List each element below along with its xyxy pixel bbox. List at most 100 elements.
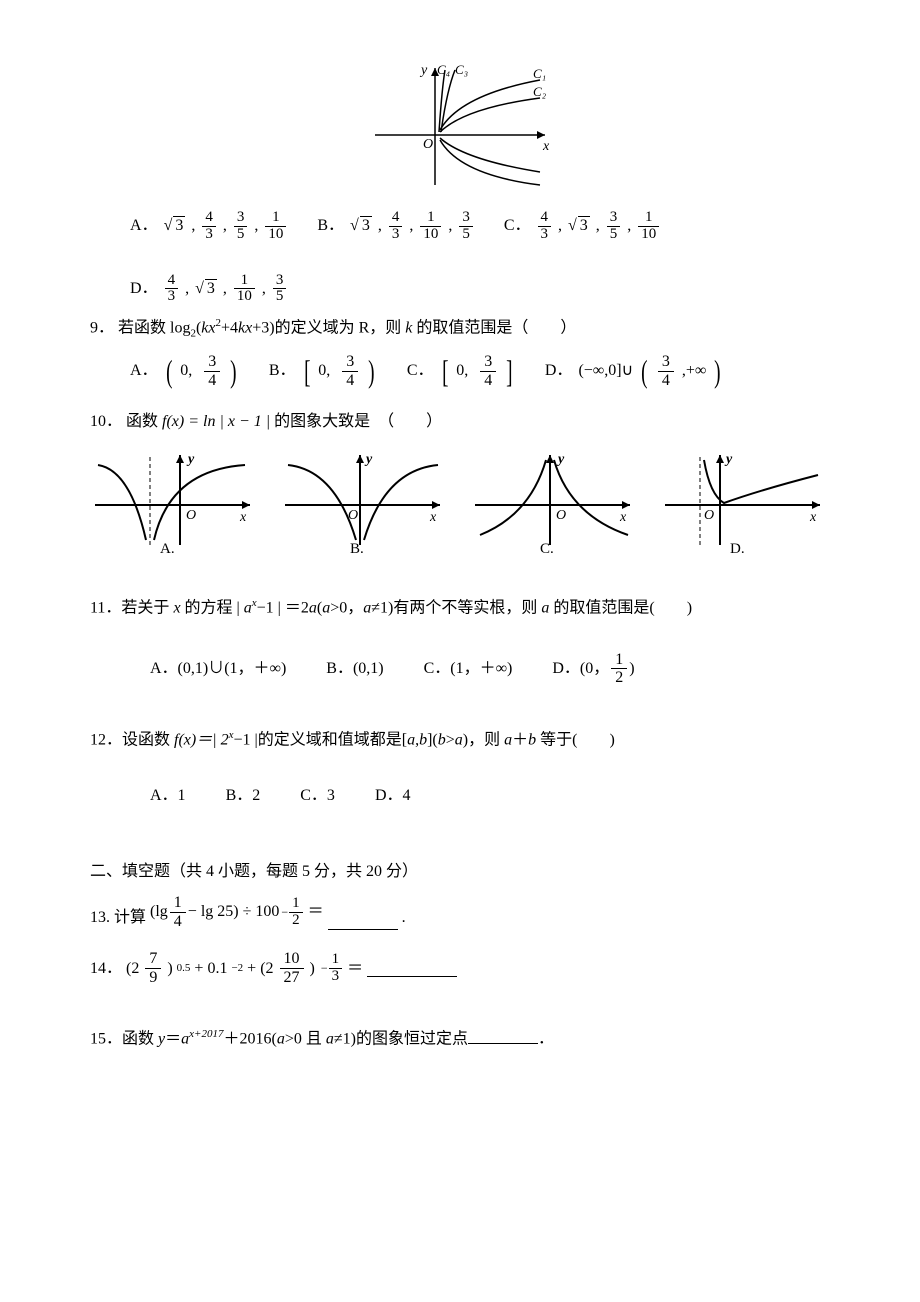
q13-eb: 2 xyxy=(289,913,303,929)
q9-mid: +4 xyxy=(221,319,238,336)
svg-text:O: O xyxy=(186,508,196,523)
q11-a: a xyxy=(244,599,252,616)
q8-opt-d: D． 43, √3, 110, 35 xyxy=(130,273,287,306)
q13-per: . xyxy=(402,905,406,931)
q13-et: 1 xyxy=(289,896,303,913)
q11-number: 11． xyxy=(90,599,121,616)
q10-label-b: B. xyxy=(350,541,364,555)
q11-t3: −1 | ＝2 xyxy=(257,599,309,616)
q14-pl2: + (2 xyxy=(247,956,273,982)
q15-eq: ＝ xyxy=(165,1031,181,1048)
q13-mid: − lg 25) ÷ 100 xyxy=(188,899,280,925)
q11-opt-c: C．(1，＋∞) xyxy=(424,656,513,682)
svg-text:O: O xyxy=(423,137,433,152)
svg-text:x: x xyxy=(619,510,627,525)
svg-text:x: x xyxy=(429,510,437,525)
q11-t7: 的取值范围是( ) xyxy=(549,599,692,616)
q9a-num: 3 xyxy=(204,353,220,372)
svg-text:O: O xyxy=(556,508,566,523)
q8-opt-a: A． √3, 43, 35, 110 xyxy=(130,210,287,243)
q13-f1t: 1 xyxy=(170,894,186,913)
q9-end: 的取值范围是（ ） xyxy=(412,319,576,336)
q13-expression: (lg 14 − lg 25) ÷ 100 −12 ＝ xyxy=(150,894,324,930)
q12-b3: b xyxy=(528,731,536,748)
q12-b: b xyxy=(419,731,427,748)
q13-eq: ＝ xyxy=(308,899,324,925)
q12-a: a xyxy=(407,731,415,748)
q14-f2b: 27 xyxy=(280,969,304,987)
q11d-suf: ) xyxy=(629,660,634,677)
svg-text:x: x xyxy=(542,139,550,154)
svg-text:y: y xyxy=(724,452,733,467)
q9-stem: 9． 若函数 log2(kx2+4kx+3)的定义域为 R，则 k 的取值范围是… xyxy=(90,315,830,343)
q9d-pre: (−∞,0]∪ xyxy=(578,358,633,384)
q15-number: 15． xyxy=(90,1031,122,1048)
q12-t5: 等于( ) xyxy=(536,731,615,748)
section-2-title: 二、填空题（共 4 小题，每题 5 分，共 20 分） xyxy=(90,859,830,885)
q11-a2: a xyxy=(309,599,317,616)
q12-t1: 设函数 xyxy=(122,731,174,748)
q11-opt-a: A．(0,1)∪(1，＋∞) xyxy=(150,656,286,682)
q14-f2t: 10 xyxy=(280,950,304,969)
q13-lp: (lg xyxy=(150,899,168,925)
q12-gt: > xyxy=(446,731,455,748)
svg-text:y: y xyxy=(364,452,373,467)
svg-text:C₄: C₄ xyxy=(437,62,451,77)
q15-a3: a xyxy=(326,1031,334,1048)
q14-p2: ) xyxy=(310,956,315,982)
q11-opt-b: B．(0,1) xyxy=(326,656,383,682)
svg-text:y: y xyxy=(186,452,195,467)
svg-text:O: O xyxy=(704,508,714,523)
q10-graph-d: O x y D. xyxy=(660,445,830,555)
q14-e3: −13 xyxy=(321,952,343,985)
q9b-num: 3 xyxy=(342,353,358,372)
q10-label-d: D. xyxy=(730,541,745,555)
q14-eq: ＝ xyxy=(347,956,363,982)
q14-blank xyxy=(367,960,457,977)
q12-opt-c: C．3 xyxy=(300,783,335,809)
q15-t3: >0 且 xyxy=(285,1031,326,1048)
q12-fx: f(x)＝| 2 xyxy=(174,731,229,748)
q11-stem: 11．若关于 x 的方程 | ax−1 | ＝2a(a>0，a≠1)有两个不等实… xyxy=(90,595,830,621)
q9-b-label: B． xyxy=(269,358,296,384)
q10-b: 的图象大致是 （ ） xyxy=(274,413,442,430)
q15: 15．函数 y＝ax+2017＋2016(a>0 且 a≠1)的图象恒过定点． xyxy=(90,1026,830,1052)
q9-opt-c: C． [0, 34] xyxy=(407,353,515,389)
q12-opt-b: B．2 xyxy=(226,783,261,809)
q11-opt-d: D．(0，12) xyxy=(552,651,634,687)
q15-per: ． xyxy=(538,1031,554,1048)
q12-opt-a: A．1 xyxy=(150,783,186,809)
q11d-pre: D．(0， xyxy=(552,660,609,677)
q9-tail: +3)的定义域为 R，则 xyxy=(252,319,405,336)
q15-blank xyxy=(468,1027,538,1044)
q9-opt-a: A． (0, 34) xyxy=(130,353,239,389)
q12-a2: a xyxy=(455,731,463,748)
q13-blank xyxy=(328,913,398,930)
q8-opt-c: C． 43, √3, 35, 110 xyxy=(504,210,660,243)
q8-options: A． √3, 43, 35, 110 B． √3, 43, 110, 35 C．… xyxy=(130,210,830,305)
q12-options: A．1 B．2 C．3 D．4 xyxy=(150,783,830,809)
q9d-den: 4 xyxy=(658,372,674,390)
q11-t5: >0， xyxy=(330,599,363,616)
q10-number: 10． xyxy=(90,413,122,430)
q12-stem: 12．设函数 f(x)＝| 2x−1 |的定义域和值域都是[a,b](b>a)，… xyxy=(90,727,830,753)
q15-t1: 函数 xyxy=(122,1031,158,1048)
q10-label-c: C. xyxy=(540,541,554,555)
q10-graphs: O x y A. O x y B. O x y C. xyxy=(90,445,830,555)
q11-x: x xyxy=(173,599,180,616)
q9a-den: 4 xyxy=(204,372,220,390)
q14-e1: 0.5 xyxy=(177,960,191,978)
q15-a2: a xyxy=(277,1031,285,1048)
q10-graph-c: O x y C. xyxy=(470,445,640,555)
q12-number: 12． xyxy=(90,731,122,748)
q9-a-label: A． xyxy=(130,358,158,384)
q11-t1: 若关于 xyxy=(121,599,173,616)
q14-e3s: − xyxy=(321,962,328,974)
q12-t2: −1 |的定义域和值域都是[ xyxy=(234,731,408,748)
svg-text:y: y xyxy=(419,63,428,78)
q11d-num: 1 xyxy=(611,651,627,670)
q9d-num: 3 xyxy=(658,353,674,372)
q14-f1b: 9 xyxy=(145,969,161,987)
q12-pl: ＋ xyxy=(512,731,528,748)
q11d-den: 2 xyxy=(611,669,627,687)
